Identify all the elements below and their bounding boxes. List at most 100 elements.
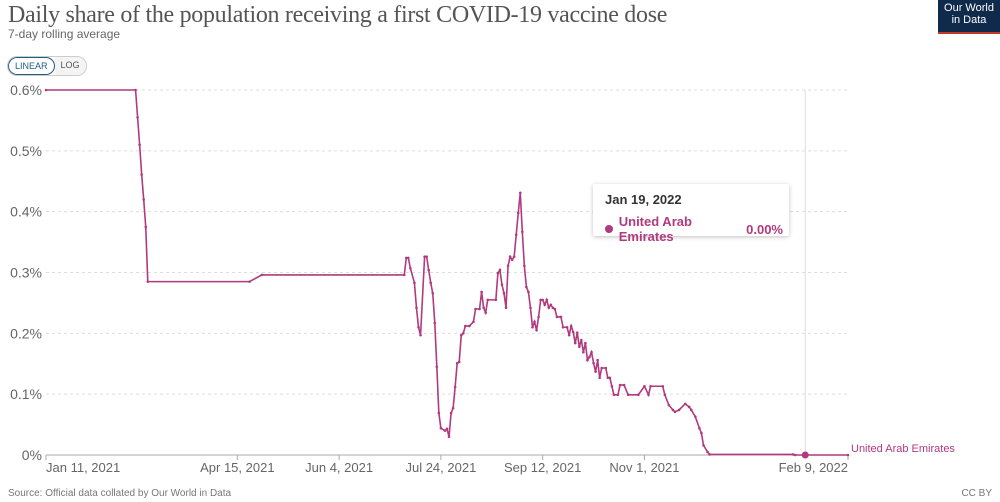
- data-point: [417, 325, 420, 329]
- data-point: [443, 429, 447, 432]
- data-point: [500, 283, 504, 286]
- data-point: [846, 453, 850, 457]
- data-point: [494, 298, 498, 302]
- data-point: [590, 350, 593, 354]
- data-point: [618, 383, 622, 387]
- data-point: [588, 355, 591, 359]
- data-point: [673, 410, 677, 414]
- data-point: [600, 366, 604, 370]
- chart-title: Daily share of the population receiving …: [8, 2, 668, 28]
- data-point: [138, 143, 141, 147]
- data-point: [547, 306, 551, 310]
- data-point: [689, 408, 693, 412]
- data-point: [407, 256, 410, 260]
- y-tick-label: 0.1%: [10, 386, 42, 402]
- data-point: [622, 383, 626, 387]
- data-point: [461, 332, 465, 335]
- y-tick-label: 0%: [22, 447, 42, 463]
- data-point: [578, 345, 581, 349]
- data-point: [472, 320, 475, 324]
- data-point: [144, 225, 148, 229]
- data-point: [702, 443, 705, 447]
- data-point: [706, 450, 709, 454]
- data-point: [543, 303, 547, 307]
- hover-point: [801, 451, 809, 459]
- chart-subtitle: 7-day rolling average: [8, 27, 121, 41]
- data-point: [667, 403, 671, 407]
- x-tick-label: Nov 1, 2021: [609, 460, 679, 475]
- data-point: [425, 255, 428, 258]
- data-point: [521, 230, 524, 234]
- data-point: [626, 393, 630, 397]
- data-point: [700, 431, 703, 435]
- data-point: [146, 280, 150, 283]
- data-point: [474, 307, 477, 311]
- owid-logo[interactable]: Our World in Data: [938, 0, 1000, 34]
- data-point: [612, 393, 616, 397]
- data-point: [402, 273, 406, 277]
- data-point: [584, 341, 587, 345]
- data-point: [571, 330, 575, 334]
- x-tick-label: Sep 12, 2021: [504, 460, 581, 475]
- data-point: [453, 385, 457, 389]
- data-point: [594, 370, 597, 373]
- data-point: [512, 255, 516, 258]
- data-point: [508, 255, 512, 258]
- data-point: [687, 405, 691, 409]
- y-tick-label: 0.4%: [10, 204, 42, 220]
- data-point: [661, 384, 665, 388]
- data-point: [580, 338, 583, 342]
- data-point: [649, 384, 652, 388]
- data-point: [598, 376, 601, 380]
- data-point: [533, 320, 536, 324]
- data-point: [419, 333, 422, 337]
- data-point: [555, 315, 559, 319]
- data-point: [44, 88, 48, 92]
- data-point: [596, 358, 599, 362]
- data-point: [445, 427, 449, 431]
- data-point: [677, 408, 681, 412]
- data-point: [575, 331, 579, 335]
- data-point: [573, 341, 577, 345]
- linear-scale-button[interactable]: LINEAR: [8, 57, 55, 75]
- data-point: [484, 311, 487, 314]
- data-point: [140, 173, 143, 176]
- data-point: [592, 361, 595, 365]
- x-tick-label: Jun 4, 2021: [305, 460, 373, 475]
- data-point: [433, 321, 437, 325]
- data-point: [459, 333, 463, 337]
- data-point: [523, 264, 526, 268]
- data-point: [431, 291, 435, 295]
- log-scale-button[interactable]: LOG: [54, 57, 86, 75]
- data-point: [449, 411, 453, 415]
- data-point: [637, 393, 640, 397]
- data-point: [567, 333, 571, 337]
- source-note[interactable]: Source: Official data collated by Our Wo…: [8, 488, 232, 499]
- data-point: [439, 426, 443, 430]
- data-point: [643, 384, 646, 388]
- x-tick-label: Feb 9, 2022: [779, 460, 848, 475]
- data-point: [260, 273, 264, 277]
- data-point: [437, 411, 441, 415]
- data-point: [506, 264, 510, 268]
- data-point: [510, 258, 514, 262]
- data-point: [663, 393, 667, 397]
- data-point: [671, 408, 675, 412]
- data-point: [435, 365, 439, 369]
- series-line: [46, 89, 848, 456]
- x-tick-label: Jan 11, 2021: [46, 460, 120, 475]
- data-point: [518, 191, 522, 195]
- x-tick-label: Jul 24, 2021: [405, 460, 476, 475]
- data-point: [608, 376, 612, 380]
- y-tick-label: 0.5%: [10, 143, 42, 159]
- data-point: [708, 453, 711, 456]
- tooltip-value: 0.00%: [746, 221, 783, 237]
- data-point: [136, 116, 139, 119]
- data-point: [468, 324, 471, 328]
- y-tick-label: 0.3%: [10, 265, 42, 281]
- license[interactable]: CC BY: [961, 488, 992, 499]
- scale-toggle: LINEAR LOG: [7, 56, 87, 76]
- data-point: [248, 280, 251, 283]
- data-point: [482, 306, 485, 310]
